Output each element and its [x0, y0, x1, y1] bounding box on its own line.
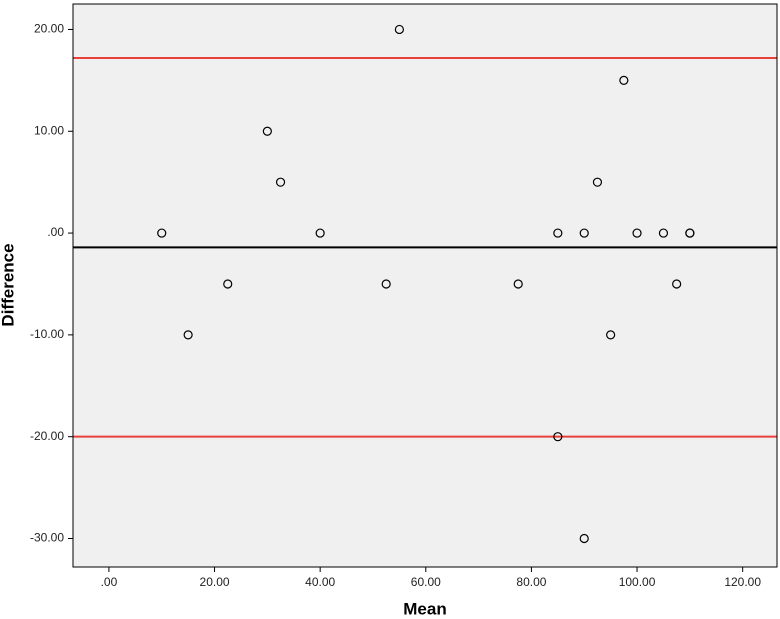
data-point — [315, 228, 325, 238]
data-point — [553, 432, 563, 442]
data-point — [619, 75, 629, 85]
data-point — [579, 533, 589, 544]
plot-area — [73, 4, 777, 567]
data-point — [658, 228, 669, 238]
data-point — [223, 279, 233, 289]
y-tick-label: -20.00 — [30, 429, 64, 443]
x-tick-label: 40.00 — [305, 575, 335, 589]
plot-border — [72, 3, 778, 568]
data-point — [183, 330, 193, 340]
data-point — [513, 279, 523, 289]
x-tick-label: 20.00 — [200, 575, 230, 589]
y-tick-label: 20.00 — [34, 22, 64, 36]
y-tick-label: -30.00 — [30, 531, 64, 545]
data-point — [632, 228, 642, 238]
data-point — [579, 228, 589, 238]
x-tick-label: 100.00 — [619, 575, 656, 589]
data-point — [685, 228, 695, 238]
y-tick-label: -10.00 — [30, 327, 64, 341]
data-point — [553, 228, 563, 238]
x-tick-label: .00 — [101, 575, 118, 589]
x-tick-label: 60.00 — [411, 575, 441, 589]
x-tick-label: 120.00 — [724, 575, 761, 589]
data-point — [394, 24, 404, 35]
data-point — [672, 279, 682, 289]
data-point — [157, 228, 167, 238]
x-axis-title: Mean — [403, 599, 446, 618]
y-tick-label: 10.00 — [34, 123, 64, 137]
x-tick-label: 80.00 — [516, 575, 546, 589]
data-point — [606, 330, 616, 340]
data-point — [381, 279, 391, 289]
data-point — [275, 177, 286, 187]
y-tick-label: .00 — [47, 225, 64, 239]
data-point — [592, 177, 603, 187]
data-point — [262, 126, 272, 136]
y-axis-title: Difference — [0, 243, 17, 326]
